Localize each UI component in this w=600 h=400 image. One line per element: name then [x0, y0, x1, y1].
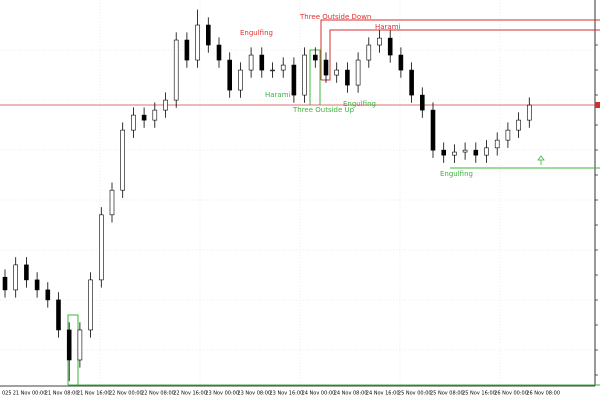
pattern-label: Engulfing — [240, 29, 273, 37]
candle-body — [56, 299, 61, 331]
candle-body — [441, 149, 447, 156]
x-tick-label: 24 Nov 16:00 — [366, 391, 400, 397]
x-tick-label: 025 — [2, 391, 12, 397]
candle-body — [452, 151, 457, 156]
x-tick-label: 22 Nov 00:00 — [109, 391, 143, 397]
candle-body — [387, 37, 393, 56]
candle-body — [345, 69, 350, 86]
candle-body — [526, 104, 532, 121]
pattern-overlays — [67, 19, 600, 386]
x-tick-label: 22 Nov 08:00 — [141, 391, 175, 397]
candle-body — [366, 44, 372, 61]
x-tick-label: 21 Nov 00:00 — [13, 391, 47, 397]
x-tick-label: 24 Nov 00:00 — [302, 391, 336, 397]
candle-body — [13, 264, 18, 291]
candle-body — [323, 59, 329, 76]
x-tick-label: 26 Nov 08:00 — [526, 391, 560, 397]
candle-body — [238, 69, 243, 91]
candle-body — [120, 129, 125, 191]
candle-body — [216, 44, 222, 61]
candle-body — [99, 214, 104, 281]
pattern-label: Engulfing — [343, 100, 376, 108]
candle-body — [377, 37, 382, 46]
x-tick-label: 22 Nov 16:00 — [173, 391, 207, 397]
candle-body — [312, 54, 318, 61]
candle-body — [473, 149, 479, 156]
x-tick-label: 25 Nov 00:00 — [398, 391, 432, 397]
candle-body — [398, 54, 404, 71]
candle-body — [484, 147, 489, 156]
pattern-label: Harami — [265, 91, 291, 99]
x-tick-label: 21 Nov 08:00 — [45, 391, 79, 397]
x-tick-label: 23 Nov 16:00 — [270, 391, 304, 397]
candle-body — [409, 69, 414, 96]
pattern-label: Three Outside Up — [292, 106, 355, 114]
candle-body — [173, 39, 179, 101]
pattern-label: Engulfing — [440, 170, 473, 178]
candle-body — [88, 279, 93, 331]
candle-body — [430, 109, 436, 151]
candle-body — [131, 114, 136, 131]
current-price-marker — [595, 102, 600, 108]
candle-body — [259, 54, 265, 71]
candle-body — [206, 24, 211, 46]
candle-body — [516, 119, 521, 131]
candle-body — [462, 149, 468, 153]
candle-body — [505, 129, 511, 141]
candle-body — [195, 24, 200, 61]
candle-body — [66, 329, 72, 361]
candle-body — [24, 264, 29, 281]
candle-body — [334, 69, 340, 76]
candle-body — [280, 64, 286, 71]
candle-body — [494, 139, 500, 149]
x-tick-label: 23 Nov 08:00 — [237, 391, 271, 397]
pattern-label: Harami — [375, 23, 401, 31]
x-tick-label: 24 Nov 08:00 — [334, 391, 368, 397]
candle-body — [109, 189, 115, 216]
x-tick-label: 25 Nov 08:00 — [430, 391, 464, 397]
candle-body — [419, 94, 425, 111]
candle-body — [152, 109, 158, 121]
x-tick-label: 25 Nov 16:00 — [462, 391, 496, 397]
x-tick-label: 21 Nov 16:00 — [77, 391, 111, 397]
candle-body — [184, 39, 190, 61]
x-tick-label: 26 Nov 00:00 — [494, 391, 528, 397]
pattern-label: Three Outside Down — [299, 13, 371, 21]
candle-body — [248, 54, 254, 71]
candle-body — [302, 54, 307, 96]
candle-body — [2, 276, 8, 291]
candle-body — [163, 99, 168, 111]
candle-body — [45, 289, 51, 301]
candle-body — [291, 64, 297, 96]
candle-body — [77, 329, 83, 361]
candle-body — [355, 59, 361, 86]
price-axis-ticks — [595, 19, 598, 376]
x-tick-label: 23 Nov 00:00 — [205, 391, 239, 397]
candle-body — [141, 114, 147, 121]
candle-body — [270, 69, 275, 72]
candle-body — [34, 279, 40, 291]
candle-body — [227, 59, 232, 91]
